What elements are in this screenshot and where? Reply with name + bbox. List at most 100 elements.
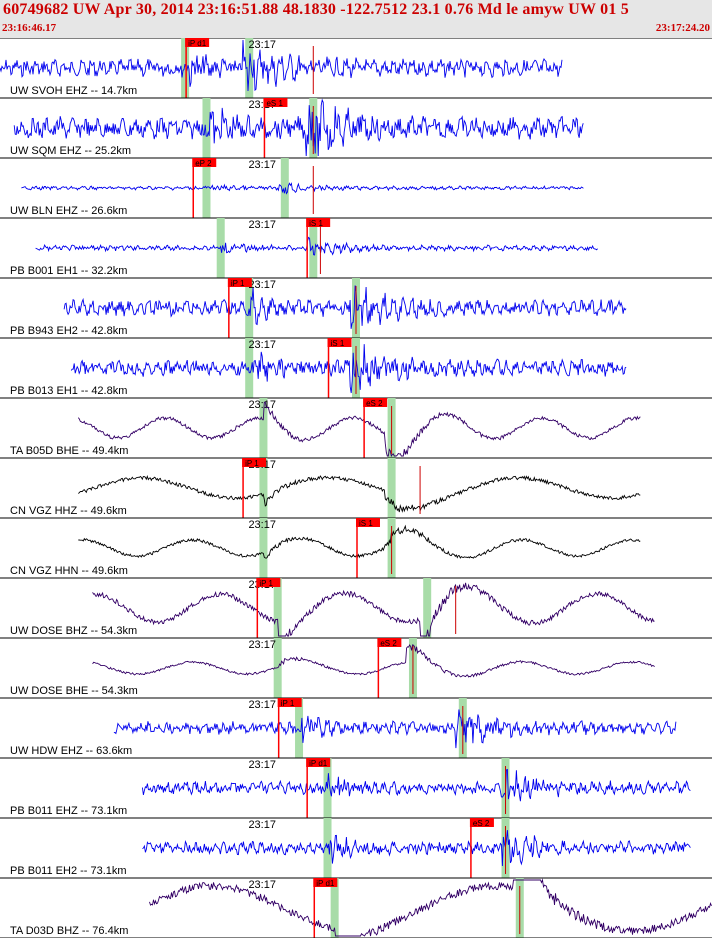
waveform-trace [92,644,655,678]
minute-label: 23:17 [248,639,276,651]
pick-marker [377,638,402,647]
waveform-trace [92,582,655,637]
waveform-trace [113,709,677,749]
pick-label: eS 1 [266,99,283,108]
pick-label: iP d1 [188,39,207,48]
station-label: UW BLN EHZ -- 26.6km [10,205,127,217]
waveform-trace [0,39,563,92]
minute-label: 23:17 [248,399,276,411]
pick-marker [242,458,267,467]
pick-marker [185,38,210,47]
phase-window [245,278,254,338]
station-label: UW SVOH EHZ -- 14.7km [10,85,137,97]
pick-label: iP 1 [259,579,273,588]
pick-marker [263,98,288,107]
pick-label: iS 1 [331,339,345,348]
pick-label: iP 1 [281,699,295,708]
station-label: PB B943 EH2 -- 42.8km [10,325,127,337]
phase-window [280,158,289,218]
seismogram-plot: 23:17 iP d1 UW SVOH EHZ -- 14.7km 23:17 eS 1… [0,38,712,938]
phase-window [259,518,268,578]
pick-marker [256,578,281,587]
phase-window [273,578,282,638]
phase-window [202,98,211,158]
trace-row: 23:17 eS 2 TA B05D BHE -- 49.4km [0,397,712,458]
trace-row: 23:17 eS 2 PB B011 EH2 -- 73.1km [0,817,712,878]
pick-marker [327,338,352,347]
waveform-trace [77,401,641,458]
pick-label: iS 1 [359,519,373,528]
waveform-trace [35,236,598,256]
pick-label: iS 1 [309,219,323,228]
waveform-trace [141,768,691,802]
start-time: 23:16:46.17 [2,22,57,34]
station-label: TA B05D BHE -- 49.4km [10,445,128,457]
phase-window [181,38,190,98]
pick-marker [313,878,338,887]
trace-row: 23:17 iS 1 CN VGZ HHN -- 49.6km [0,517,712,578]
pick-marker [469,818,494,827]
minute-label: 23:17 [248,819,276,831]
waveform-trace [142,830,691,867]
minute-label: 23:17 [248,699,276,711]
minute-label: 23:17 [248,519,276,531]
trace-row: 23:17 iP d1 TA D03D BHZ -- 76.4km [0,877,712,938]
pick-marker [306,758,331,767]
trace-row: 23:17 iS 1 PB B001 EH1 -- 32.2km [0,217,712,278]
minute-label: 23:17 [248,879,276,891]
trace-row: 23:17 iP 1 UW HDW EHZ -- 63.6km [0,697,712,758]
phase-window [295,698,304,758]
pick-marker [192,158,217,167]
minute-label: 23:17 [248,219,276,231]
pick-label: iP d1 [316,879,335,888]
pick-label: eS 2 [366,399,383,408]
phase-window [245,338,254,398]
station-label: TA D03D BHZ -- 76.4km [10,925,128,937]
waveform-trace [70,344,627,394]
station-label: UW DOSE BHE -- 54.3km [10,685,138,697]
waveform-trace [78,475,641,513]
waveform-trace [13,98,584,157]
station-label: CN VGZ HHZ -- 49.6km [10,505,127,517]
end-time: 23:17:24.20 [655,22,710,34]
trace-row: 23:17 eS 2 UW DOSE BHE -- 54.3km [0,637,712,698]
trace-row: 23:17 iP d1 UW SVOH EHZ -- 14.7km [0,38,712,98]
pick-label: iP d1 [309,759,328,768]
event-title: 60749682 UW Apr 30, 2014 23:16:51.88 48.… [3,1,629,18]
station-label: PB B013 EH1 -- 42.8km [10,385,127,397]
minute-label: 23:17 [248,159,276,171]
minute-label: 23:17 [248,759,276,771]
station-label: UW DOSE BHZ -- 54.3km [10,625,137,637]
minute-label: 23:17 [248,339,276,351]
pick-marker [227,278,252,287]
phase-window [259,398,268,458]
header-bar: 60749682 UW Apr 30, 2014 23:16:51.88 48.… [0,0,712,38]
waveform-trace [63,285,627,329]
waveform-trace [21,182,584,195]
pick-marker [306,218,331,227]
station-label: PB B011 EHZ -- 73.1km [10,805,127,817]
station-label: UW SQM EHZ -- 25.2km [10,145,131,157]
phase-window [423,578,432,638]
waveform-trace [149,878,712,937]
trace-row: 23:17 iP d1 PB B011 EHZ -- 73.1km [0,757,712,818]
pick-label: eS 2 [380,639,397,648]
trace-row: 23:17 eP 2 UW BLN EHZ -- 26.6km [0,157,712,218]
station-label: PB B001 EH1 -- 32.2km [10,265,127,277]
minute-label: 23:17 [248,279,276,291]
station-label: PB B011 EH2 -- 73.1km [10,865,127,877]
waveform-trace [78,524,641,559]
station-label: UW HDW EHZ -- 63.6km [10,745,132,757]
station-label: CN VGZ HHN -- 49.6km [10,565,128,577]
pick-marker [277,698,302,707]
pick-label: eS 2 [473,819,490,828]
pick-marker [363,398,388,407]
phase-window [259,458,268,518]
trace-row: 23:17 iS 1 PB B013 EH1 -- 42.8km [0,337,712,398]
phase-window [330,878,339,938]
phase-window [387,458,396,518]
